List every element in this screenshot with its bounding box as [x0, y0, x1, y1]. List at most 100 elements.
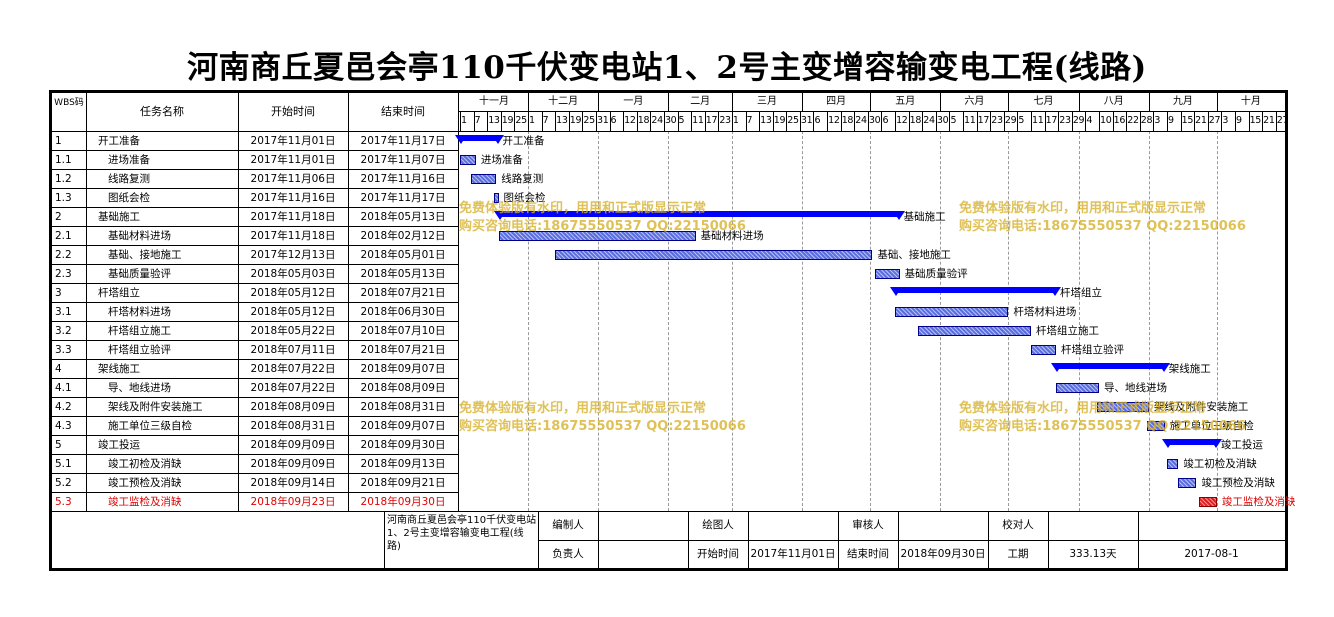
day-tick: [1262, 111, 1264, 131]
task-wbs: 4.1: [55, 382, 72, 394]
month-divider: [1148, 93, 1150, 111]
day-tick-label: 21: [1263, 115, 1275, 126]
summary-bar: [460, 135, 499, 141]
bar-label: 基础、接地施工: [877, 249, 951, 261]
checker-label: 校对人: [1002, 519, 1034, 531]
month-divider: [1078, 93, 1080, 111]
day-tick-label: 12: [828, 115, 840, 126]
month-divider: [1008, 93, 1010, 111]
day-tick-label: 13: [488, 115, 500, 126]
month-gridline: [802, 131, 804, 511]
day-tick-label: 12: [624, 115, 636, 126]
task-wbs: 2.2: [55, 249, 72, 261]
task-name: 架线及附件安装施工: [108, 401, 203, 413]
task-end: 2018年07月21日: [360, 287, 446, 299]
footer-divider: [598, 511, 599, 569]
row-divider: [52, 340, 458, 341]
month-gridline: [1078, 131, 1080, 511]
task-wbs: 1.1: [55, 154, 72, 166]
day-tick: [1166, 111, 1168, 131]
task-end: 2018年09月21日: [360, 477, 446, 489]
compiler-label: 编制人: [552, 519, 584, 531]
task-wbs: 4.2: [55, 401, 72, 413]
header-bottom-line: [52, 131, 1285, 132]
day-tick-label: 13: [760, 115, 772, 126]
duration-value: 333.13天: [1069, 548, 1117, 560]
day-tick-label: 24: [651, 115, 663, 126]
row-divider: [52, 321, 458, 322]
day-tick: [718, 111, 720, 131]
column-header-wbs: WBS码: [54, 98, 84, 108]
day-tick-label: 18: [841, 115, 854, 126]
month-label: 八月: [1103, 96, 1124, 107]
day-tick: [555, 111, 557, 131]
footer-mid-line: [538, 540, 1285, 541]
day-tick: [1017, 111, 1019, 131]
row-divider: [52, 207, 458, 208]
footer-top-line: [52, 511, 1285, 512]
day-tick-label: 22: [1127, 115, 1139, 126]
task-name: 基础材料进场: [108, 230, 171, 242]
task-name: 杆塔组立施工: [108, 325, 171, 337]
row-divider: [52, 416, 458, 417]
day-tick: [827, 111, 829, 131]
day-tick: [745, 111, 747, 131]
day-tick-label: 5: [950, 115, 957, 126]
day-tick: [1153, 111, 1155, 131]
day-tick-label: 3: [1222, 115, 1229, 126]
task-end: 2017年11月17日: [360, 192, 446, 204]
task-end: 2018年05月13日: [360, 268, 446, 280]
end-value: 2018年09月30日: [900, 548, 986, 560]
watermark-line-1: 免费体验版有水印，用用和正式版显示正常: [959, 201, 1207, 216]
day-tick-label: 29: [1004, 115, 1017, 126]
bar-label: 架线施工: [1168, 363, 1211, 375]
row-divider: [52, 359, 458, 360]
task-end: 2018年07月10日: [360, 325, 446, 337]
task-end: 2018年09月07日: [360, 363, 446, 375]
day-tick: [1099, 111, 1100, 131]
day-tick-label: 9: [1167, 115, 1174, 126]
bar-label: 进场准备: [480, 154, 523, 166]
day-tick: [514, 111, 516, 131]
day-tick: [1085, 111, 1087, 131]
bar-label: 杆塔组立验评: [1060, 344, 1124, 356]
task-start: 2018年08月31日: [250, 420, 336, 432]
task-name: 基础、接地施工: [108, 249, 182, 261]
task-start: 2018年05月22日: [250, 325, 336, 337]
task-name: 基础质量验评: [108, 268, 171, 280]
task-start: 2017年11月06日: [250, 173, 336, 185]
footer-divider: [688, 511, 689, 569]
task-end: 2018年02月12日: [360, 230, 446, 242]
day-tick-label: 23: [991, 115, 1003, 126]
day-tick: [609, 111, 611, 131]
task-bar: [471, 174, 497, 184]
day-tick-label: 27: [1208, 115, 1221, 126]
summary-end-marker: [1157, 363, 1170, 372]
task-start: 2017年11月16日: [250, 192, 336, 204]
day-tick-label: 3: [1154, 115, 1161, 126]
day-tick-label: 18: [909, 115, 922, 126]
task-bar: [874, 269, 900, 279]
day-tick-label: 17: [705, 115, 718, 126]
month-label: 十二月: [548, 96, 579, 107]
task-end: 2018年09月30日: [360, 439, 446, 451]
month-label: 五月: [895, 96, 916, 107]
day-tick-label: 7: [542, 115, 549, 126]
watermark-line-1: 免费体验版有水印，用用和正式版显示正常: [459, 201, 707, 216]
day-tick: [935, 111, 937, 131]
task-end: 2018年05月01日: [360, 249, 446, 261]
day-tick-label: 19: [773, 115, 786, 126]
task-end: 2018年08月31日: [360, 401, 446, 413]
day-tick: [1003, 111, 1005, 131]
task-end: 2018年05月13日: [360, 211, 446, 223]
bar-label: 竣工预检及消缺: [1201, 477, 1275, 489]
summary-end-marker: [1209, 439, 1222, 448]
footer-divider: [838, 511, 839, 569]
row-divider: [52, 188, 458, 189]
task-wbs: 2.1: [55, 230, 72, 242]
task-name: 进场准备: [108, 154, 150, 166]
gantt-chart: WBS码 任务名称 开始时间 结束时间 十一月 十二月 一月 二月 三月 四月 五月 六月 七月 八月 九月…: [49, 90, 1295, 571]
task-name: 竣工初检及消缺: [108, 458, 182, 470]
task-wbs: 3: [55, 287, 62, 299]
bar-label: 导、地线进场: [1104, 382, 1167, 394]
